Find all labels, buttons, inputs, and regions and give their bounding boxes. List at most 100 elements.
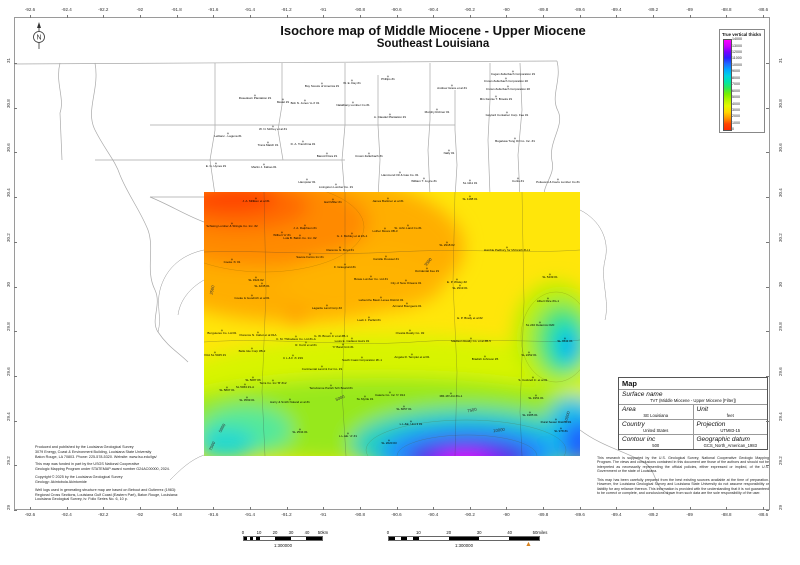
well-label: SL 240 Delacroix #20 <box>525 323 555 327</box>
well-label: SL 2534 #1 <box>292 430 308 434</box>
well-label: Cooke 'A' #1 <box>223 260 241 264</box>
well-marker: + SL 1951 #1 <box>528 393 543 400</box>
well-symbol-icon: + <box>388 390 392 395</box>
well-label: William T. Joyce #1 <box>411 179 437 183</box>
well-label: Mrs Fannie T. Brooks #1 <box>479 97 513 101</box>
title-line-1: Isochore map of Middle Miocene - Upper M… <box>280 23 586 38</box>
well-marker: + Cooke 'A' #1 <box>223 257 241 264</box>
tick-right <box>766 420 769 422</box>
well-symbol-icon: + <box>534 393 538 398</box>
credits-paragraph: Produced and published by the Louisiana … <box>35 445 157 459</box>
map-neatline-frame <box>14 17 770 510</box>
lat-tick-label-right: 30.4 <box>778 188 783 198</box>
well-label: SL 5087 #6 <box>245 378 261 382</box>
well-label: Rural Sewer District #1 <box>540 420 572 424</box>
well-label: Continental Land & Fur Co. #1 <box>301 367 343 371</box>
well-symbol-icon: + <box>528 410 532 415</box>
scale-tick-label: 0 <box>241 530 245 535</box>
legend-tick-label: 7000 <box>732 82 740 87</box>
well-label: D. A. Tranchina #1 <box>290 142 316 146</box>
well-label: SL 2452 #1 <box>521 353 537 357</box>
well-marker: + G. J. Mobley et al #A-1 <box>337 231 368 238</box>
well-marker: + SL 7841 #1 <box>557 336 572 343</box>
area-value: SE Louisiana <box>643 412 669 418</box>
well-symbol-icon: + <box>516 176 520 181</box>
well-label: Angela R. Templet et al #1 <box>394 355 430 359</box>
well-marker: + Savoie Farms Inc #1 <box>296 252 324 259</box>
well-symbol-icon: + <box>402 404 406 409</box>
well-label: VUA SL 5045 #1 <box>203 353 227 357</box>
table-row-surface: Surface name TVT (Middle Miocene - Upper… <box>619 390 767 405</box>
well-symbol-icon: + <box>506 84 510 89</box>
well-marker: + Lula B. Babin Co. Inc. #2 <box>283 233 317 240</box>
lon-tick-label-bottom: -92 <box>136 512 144 517</box>
tick-top <box>30 15 31 18</box>
well-marker: + L.L.&E. Unit 3 #1 <box>400 419 423 426</box>
tick-top <box>433 15 434 18</box>
tick-left <box>14 286 17 287</box>
tick-left <box>14 465 17 466</box>
scale-bar-segment <box>407 537 413 540</box>
well-marker: + Albert Rice #G-1 <box>536 296 560 303</box>
well-symbol-icon: + <box>351 100 355 105</box>
tick-left <box>14 241 17 243</box>
disclaimer-block: This research is supported by the U.S. G… <box>597 456 769 500</box>
well-label: Terrebonne Parish Sch Board #1 <box>309 386 353 390</box>
well-marker: + SL 1111 #1 <box>463 178 478 185</box>
well-label: SL Myrtle #1 <box>356 397 374 401</box>
well-marker: + SL 2918 #2 <box>439 240 454 247</box>
scale-bar-segment <box>247 537 251 540</box>
well-marker: + Camille Roussel #1 <box>373 254 399 261</box>
tick-left <box>14 63 17 64</box>
lat-tick-label-left: 30 <box>6 281 11 287</box>
well-label: Cogan Zellerbach Corporation #1 <box>490 72 536 76</box>
well-symbol-icon: + <box>409 419 413 424</box>
lat-tick-label-left: 29.8 <box>6 322 11 332</box>
tick-top <box>469 15 471 18</box>
publisher-mark-icon: ▲ <box>525 541 532 548</box>
well-label: Bowie Lumber Co. Ltd #1 <box>354 277 388 281</box>
well-symbol-icon: + <box>250 293 254 298</box>
well-symbol-icon: + <box>511 69 515 74</box>
well-marker: + SL 1188 #1 <box>462 194 477 201</box>
well-label: C L & F 'A' #19 <box>283 356 303 360</box>
scale-tick-label: 10 <box>416 530 421 535</box>
tick-bottom <box>763 507 764 510</box>
well-label: Lula B. Babin Co. Inc. #2 <box>283 236 317 240</box>
well-symbol-icon: + <box>262 162 266 167</box>
lon-tick-label-bottom: -90.8 <box>354 512 365 517</box>
well-label: Martin J. Kahao #1 <box>251 165 277 169</box>
well-marker: + SL 978 #1 <box>554 426 568 433</box>
scale-tick-label: 50miles <box>532 530 548 535</box>
well-label: J. A. Milliken et al #1 <box>242 199 270 203</box>
well-marker: + SL 2452 #1 <box>521 350 537 357</box>
scale-bar-tick-labels: 0 10 20 30 40 50km <box>241 530 345 536</box>
well-label: Murphy Rohner #1 <box>424 110 450 114</box>
lat-tick-label-right: 31 <box>778 57 783 63</box>
table-row-country-projection: Country United States Projection UTM83-1… <box>619 420 767 435</box>
well-label: Schwing Lumber & Shingle Co. Inc. #2 <box>206 224 258 228</box>
well-marker: + Occidental Fee #1 <box>414 266 440 273</box>
well-label: Savoie Farms Inc #1 <box>296 255 324 259</box>
scale-bar-segment <box>395 537 401 540</box>
tick-left <box>14 375 17 377</box>
tick-top <box>286 15 288 18</box>
well-label: J. A. Ralphson #1 <box>293 226 317 230</box>
tick-top <box>66 15 68 18</box>
lon-tick-label-top: -88.6 <box>757 7 769 12</box>
lon-tick-label-top: -91.4 <box>244 7 256 12</box>
lon-tick-label-bottom: -91.6 <box>208 512 219 517</box>
scale-tick-label: 20 <box>272 530 278 535</box>
well-label: Occidental Fee #1 <box>414 269 440 273</box>
unit-label: Unit <box>696 405 709 413</box>
lon-tick-label-top: -89.6 <box>574 7 585 12</box>
well-label: Albert Rice #G-1 <box>536 299 560 303</box>
well-label: Hammond Oil & Gas Co. #1 <box>381 173 419 177</box>
tick-top <box>103 15 104 18</box>
well-label: SL 4235 #1 <box>254 284 270 288</box>
lon-tick-label-bottom: -89.2 <box>647 512 659 517</box>
well-label: SL 5439 #1 <box>542 275 558 279</box>
well-marker: + Clarence G. Boyd #1 <box>326 245 354 252</box>
well-symbol-icon: + <box>449 391 453 396</box>
lon-tick-label-bottom: -90.6 <box>391 512 402 517</box>
